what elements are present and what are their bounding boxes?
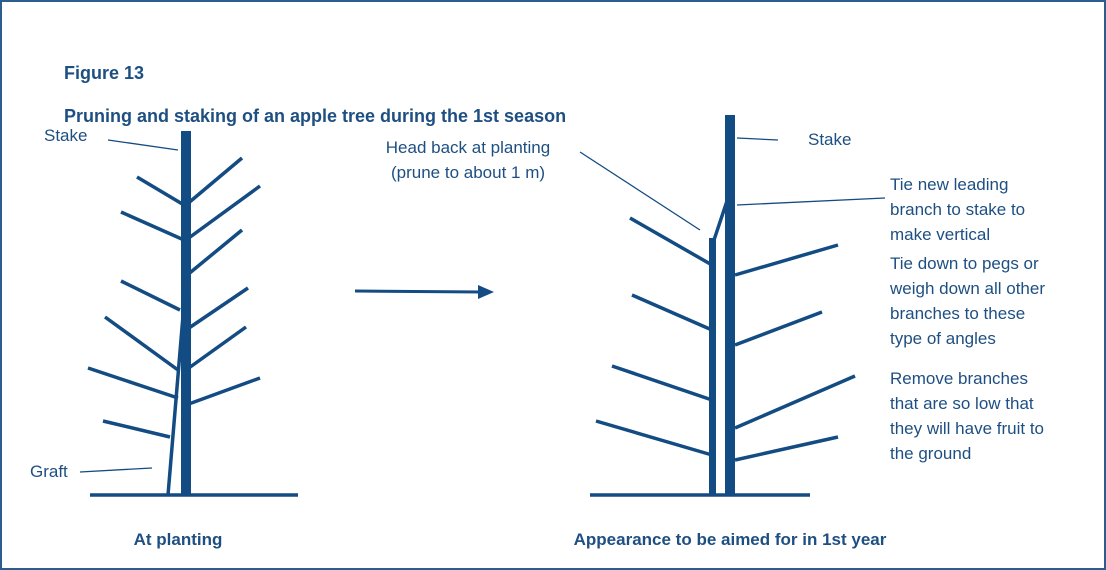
tie-leader-label: Tie new leading [890,175,1008,194]
tie-down-label: Tie down to pegs or [890,254,1039,273]
head-back-label: (prune to about 1 m) [391,163,545,182]
remove-low-label: Remove branches [890,369,1028,388]
remove-low-label: the ground [890,444,971,463]
right-caption: Appearance to be aimed for in 1st year [574,530,887,549]
remove-low-label: they will have fruit to [890,419,1044,438]
figure-title: Pruning and staking of an apple tree dur… [64,106,566,126]
stake-label: Stake [808,130,851,149]
tie-down-label: type of angles [890,329,996,348]
remove-low-label: that are so low that [890,394,1034,413]
head-back-label: Head back at planting [386,138,550,157]
left-caption: At planting [134,530,223,549]
graft-label: Graft [30,462,68,481]
stake-label: Stake [44,126,87,145]
tie-down-label: branches to these [890,304,1025,323]
tie-leader-label: make vertical [890,225,990,244]
tie-leader-label: branch to stake to [890,200,1025,219]
tie-down-label: weigh down all other [889,279,1045,298]
figure: Figure 13 Pruning and staking of an appl… [0,0,1106,570]
figure-number: Figure 13 [64,63,144,83]
